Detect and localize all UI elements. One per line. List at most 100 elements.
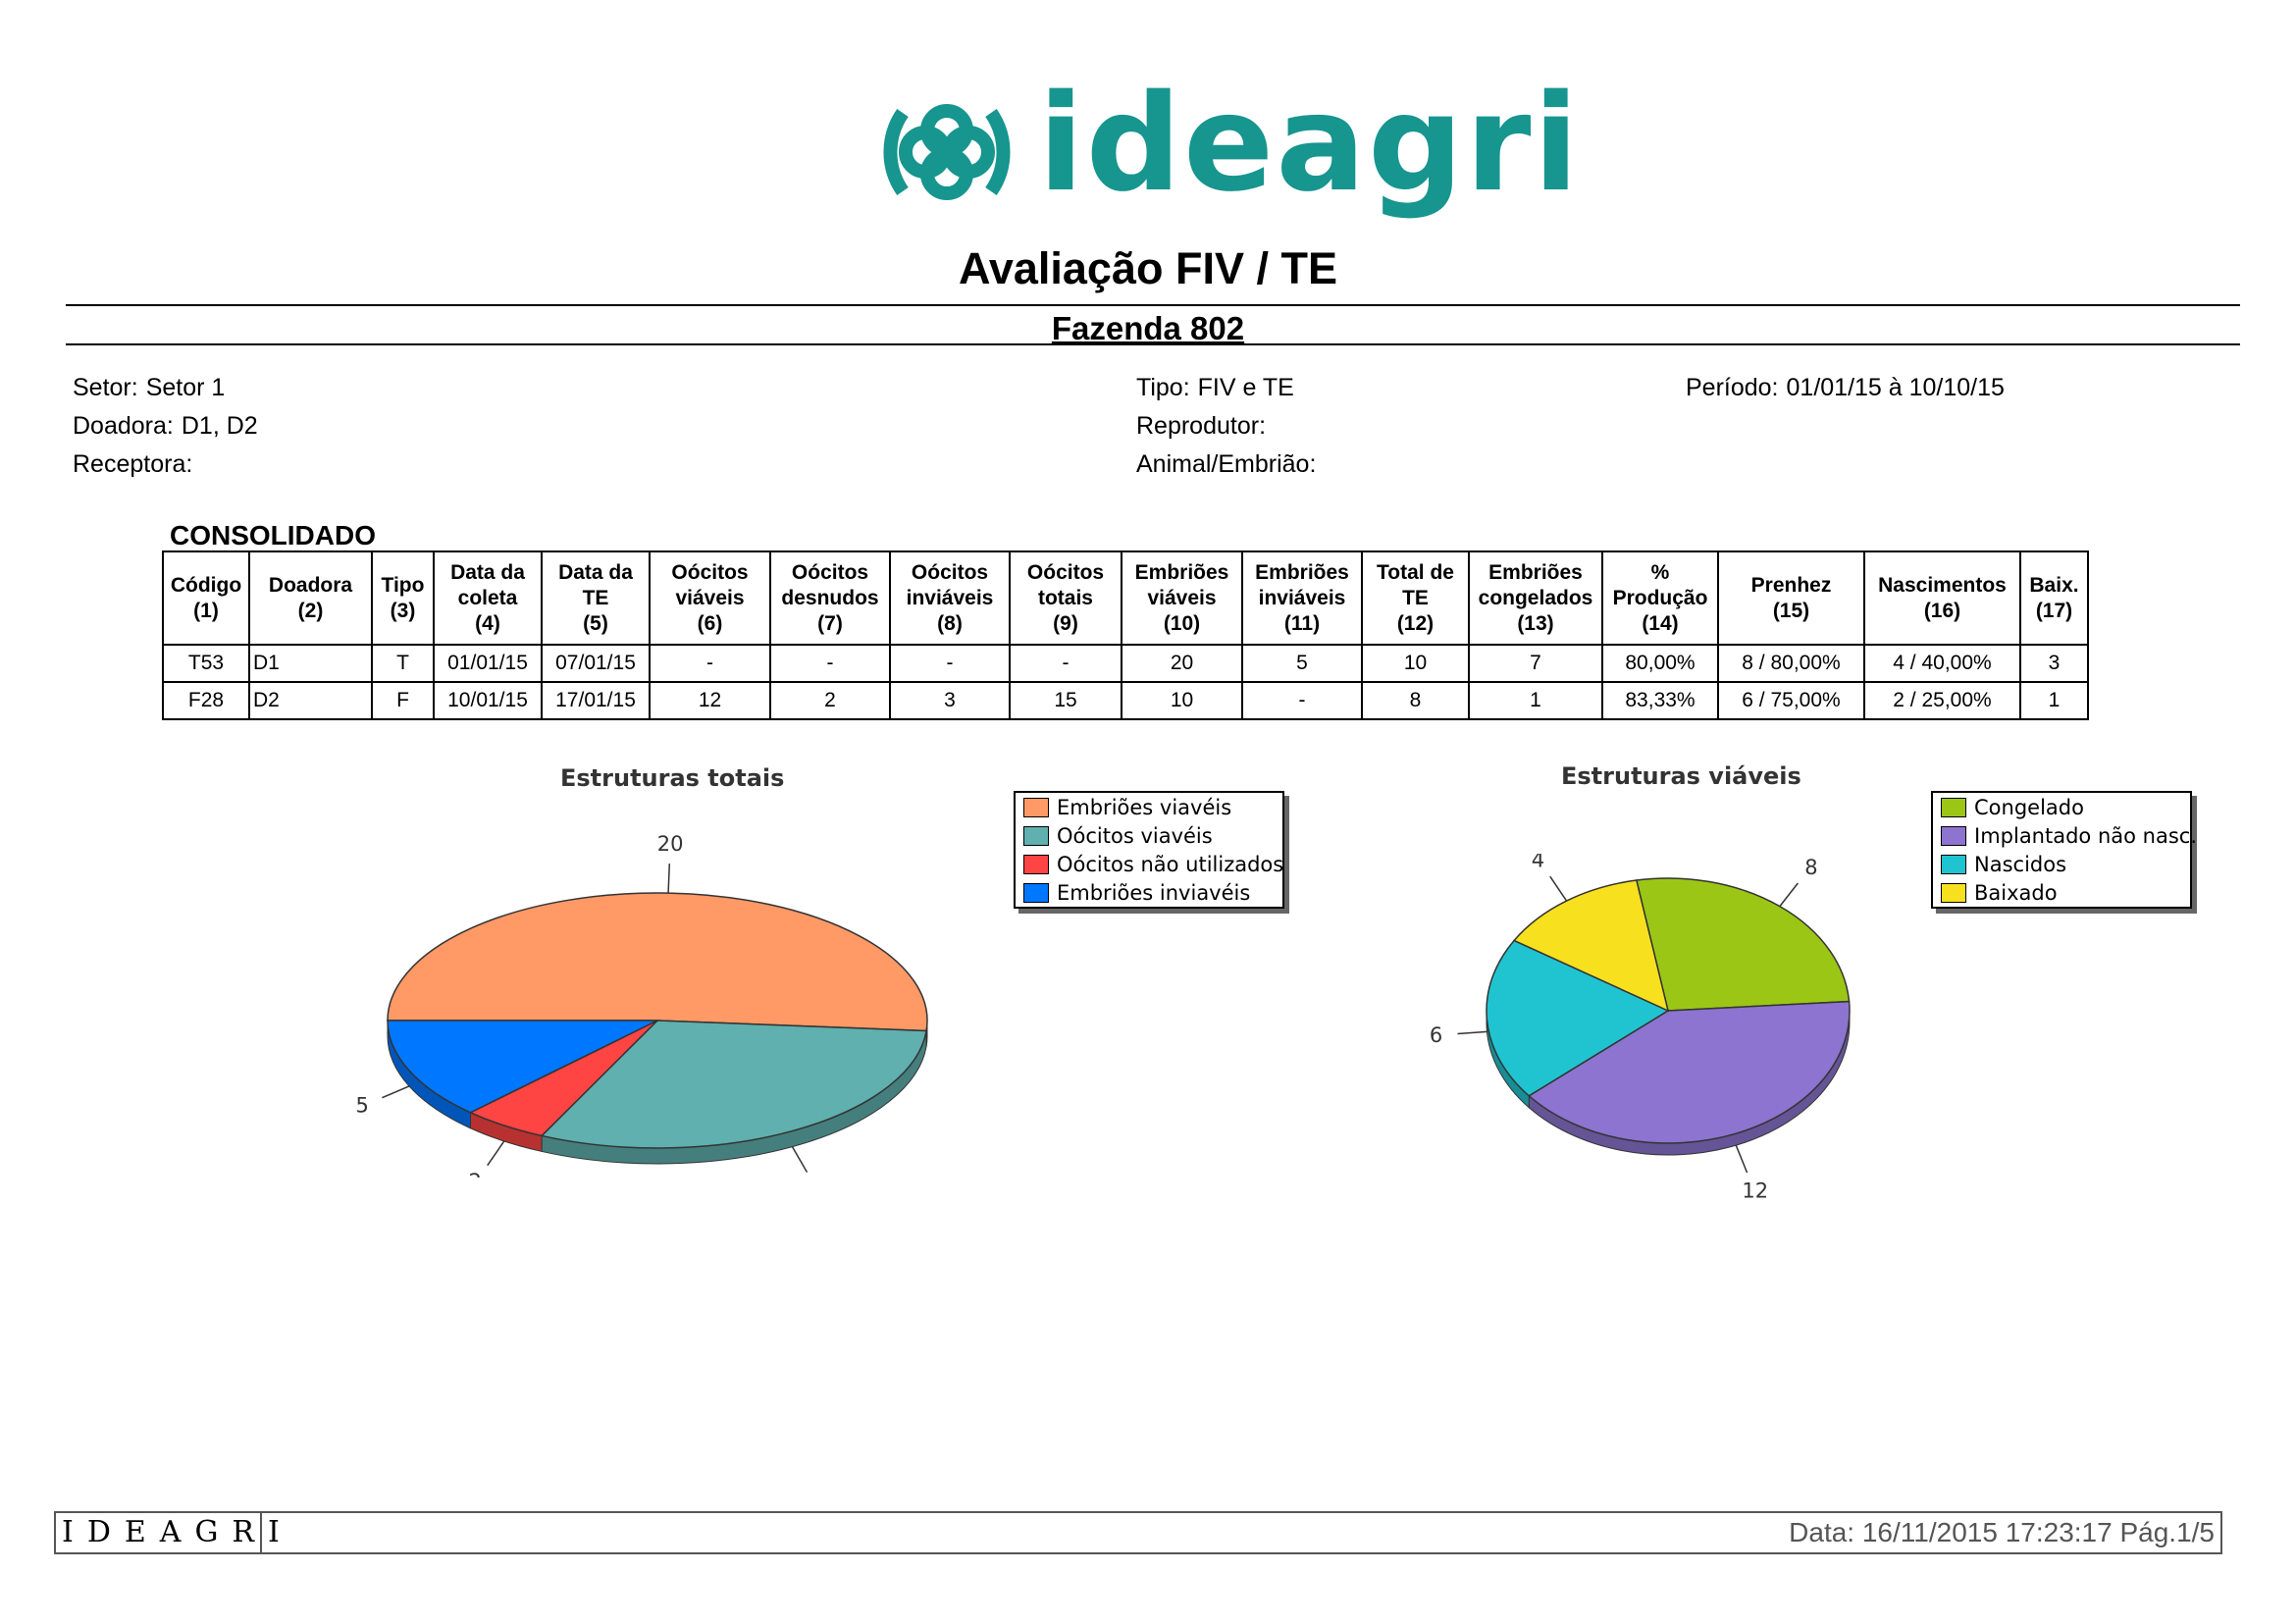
- table-header-cell: Oócitos totais (9): [1009, 550, 1122, 646]
- table-header-cell: Embriões inviáveis (11): [1241, 550, 1363, 646]
- table-header-cell: Oócitos inviáveis (8): [889, 550, 1011, 646]
- filter-animal: Animal/Embrião:: [1136, 450, 1324, 479]
- legend-label: Oócitos viavéis: [1057, 823, 1213, 848]
- filter-tipo-label: Tipo:: [1136, 374, 1190, 401]
- header-line: (8): [937, 611, 963, 635]
- chart-title-totais: Estruturas totais: [560, 764, 785, 792]
- pie-slice: [387, 892, 928, 1032]
- table-cell: T53: [162, 644, 250, 683]
- table-row: F28 D2 F 10/01/15 17/01/15 12 2 3 15 10-8 1 83,33% 6…: [162, 681, 2089, 720]
- table-header-cell: Oócitos desnudos (7): [769, 550, 891, 646]
- page-subtitle: Fazenda 802: [1051, 310, 1245, 346]
- filter-setor: Setor: Setor 1: [73, 374, 225, 402]
- legend-swatch: [1941, 825, 1966, 846]
- header-line: inviáveis: [906, 586, 994, 609]
- filter-doadora: Doadora: D1, D2: [73, 412, 258, 441]
- table-header-cell: Data da coleta (4): [433, 550, 543, 646]
- table-body: T53 D1 T 01/01/15 07/01/15- - - -20 5 10 7 80,00% 8 …: [162, 644, 2089, 720]
- title-divider: [66, 304, 2240, 306]
- pie-slice: [1635, 877, 1851, 1012]
- consolidado-table: Código (1) Doadora (2) Tipo (3) Data da coleta(…: [162, 550, 2089, 720]
- ideagri-knot-icon: [883, 104, 1011, 200]
- page-title: Avaliação FIV / TE: [959, 243, 1337, 293]
- filter-tipo: Tipo: FIV e TE: [1136, 374, 1294, 402]
- header-line: (3): [390, 599, 416, 622]
- subtitle-divider: [66, 343, 2240, 345]
- header-line: Total de: [1377, 560, 1454, 584]
- table-header-cell: Prenhez (15): [1717, 550, 1865, 646]
- pie-value-label: 6: [1430, 1023, 1442, 1047]
- filter-periodo: Período: 01/01/15 à 10/10/15: [1686, 374, 2005, 402]
- legend-swatch: [1941, 854, 1966, 874]
- header-line: (10): [1163, 611, 1201, 635]
- header-line: (13): [1517, 611, 1554, 635]
- pie-leader-line: [1779, 882, 1799, 908]
- legend-item: Embriões viavéis: [1016, 793, 1282, 821]
- legend-label: Embriões viavéis: [1057, 795, 1232, 819]
- legend-item: Congelado: [1933, 793, 2190, 821]
- header-line: Data da: [450, 560, 525, 584]
- legend-label: Congelado: [1974, 795, 2084, 819]
- pie-value-label: 2: [469, 1170, 482, 1178]
- header-line: Embriões: [1134, 560, 1229, 584]
- legend-label: Implantado não nasc.: [1974, 823, 2197, 848]
- legend-item: Implantado não nasc.: [1933, 821, 2197, 850]
- filter-setor-label: Setor:: [73, 374, 138, 401]
- header-line: Nascimentos: [1878, 573, 2007, 597]
- logo-wordmark: ideagri: [1038, 67, 1582, 222]
- legend-label: Embriões inviavéis: [1057, 880, 1251, 905]
- table-cell: 2 / 25,00%: [1863, 681, 2021, 720]
- header-line: Data da: [558, 560, 633, 584]
- table-cell: 15: [1009, 681, 1122, 720]
- table-header-cell: Embriões congelados (13): [1468, 550, 1603, 646]
- filter-reprodutor-label: Reprodutor:: [1136, 412, 1267, 440]
- header-line: (5): [583, 611, 608, 635]
- header-line: Doadora: [268, 573, 353, 597]
- table-cell: 07/01/15: [541, 644, 651, 683]
- table-cell: D1: [248, 644, 373, 683]
- section-title: CONSOLIDADO: [170, 520, 376, 550]
- chart-title-viaveis: Estruturas viáveis: [1561, 762, 1801, 790]
- filter-doadora-label: Doadora:: [73, 412, 174, 440]
- table-cell: 10/01/15: [433, 681, 543, 720]
- table-cell: T: [371, 644, 435, 683]
- pie-slice: [387, 1020, 658, 1114]
- table-cell: 4 / 40,00%: [1863, 644, 2021, 683]
- header-line: Código: [170, 573, 242, 597]
- header-line: totais: [1037, 586, 1093, 609]
- filter-reprodutor: Reprodutor:: [1136, 412, 1274, 441]
- table-cell: F28: [162, 681, 250, 720]
- pie-value-label: 5: [355, 1094, 368, 1118]
- table-cell: 20: [1121, 644, 1243, 683]
- pie-slice: [1528, 1000, 1851, 1144]
- table-cell: F: [371, 681, 435, 720]
- pie-value-label: 8: [1804, 856, 1817, 879]
- header-line: (4): [475, 611, 500, 635]
- filter-animal-label: Animal/Embrião:: [1136, 450, 1317, 478]
- table-cell: 10: [1121, 681, 1243, 720]
- legend-label: Oócitos não utilizados: [1057, 852, 1284, 876]
- legend-label: Baixado: [1974, 880, 2058, 905]
- table-cell: 3: [2019, 644, 2089, 683]
- legend-swatch: [1023, 797, 1049, 817]
- table-header-cell: Tipo (3): [371, 550, 435, 646]
- legend-item: Oócitos viavéis: [1016, 821, 1282, 850]
- header-line: (17): [2035, 599, 2073, 622]
- header-line: inviáveis: [1258, 586, 1346, 609]
- legend-totais: Embriões viavéis Oócitos viavéis Oócitos n…: [1014, 791, 1284, 909]
- legend-label: Nascidos: [1974, 852, 2067, 876]
- pie-leader-line: [1457, 1030, 1487, 1035]
- pie-chart-viaveis: 8 12 6 4: [1430, 854, 1851, 1203]
- table-cell: 1: [2019, 681, 2089, 720]
- table-header-cell: Data da TE (5): [541, 550, 651, 646]
- pie-value-label: 4: [1532, 854, 1544, 872]
- header-line: Tipo: [381, 573, 425, 597]
- table-cell: -: [649, 644, 771, 683]
- header-line: (6): [697, 611, 723, 635]
- header-line: congelados: [1478, 586, 1593, 609]
- header-line: viáveis: [1147, 586, 1217, 609]
- legend-swatch: [1023, 882, 1049, 903]
- pie-leader-line: [382, 1085, 410, 1099]
- pie-slice: [540, 1020, 927, 1149]
- pie-leader-line: [487, 1140, 505, 1167]
